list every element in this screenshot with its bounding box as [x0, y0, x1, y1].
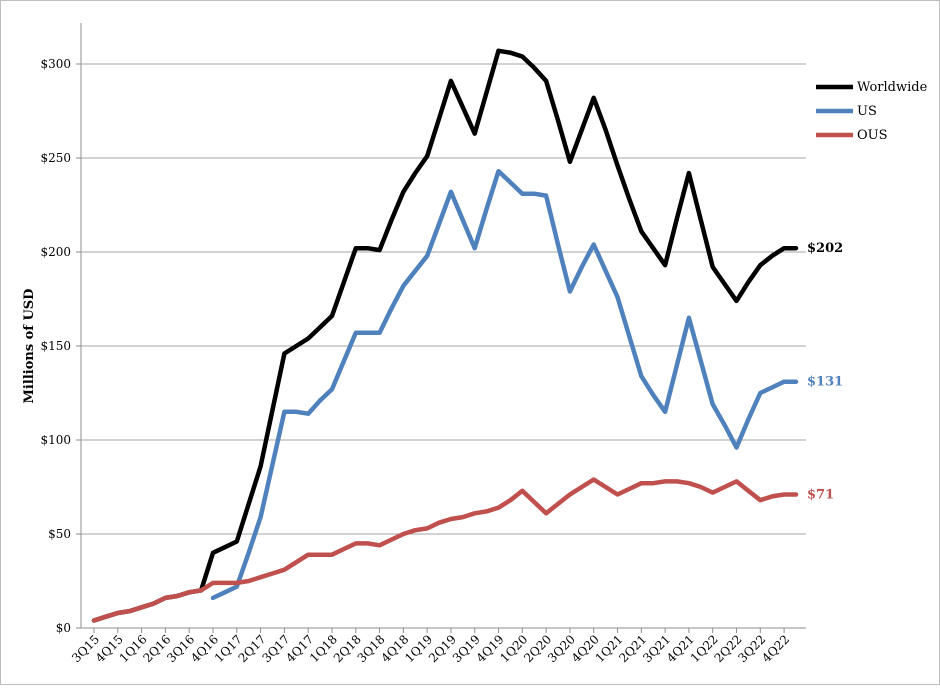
- y-tick-label: $100: [40, 433, 71, 447]
- y-tick-label: $50: [48, 527, 71, 541]
- series-line-us: [210, 168, 799, 601]
- y-tick-labels: $0 $50 $100 $150 $200 $250 $300: [40, 57, 71, 635]
- legend-label-worldwide: Worldwide: [857, 80, 928, 95]
- series-lines: [91, 48, 799, 623]
- legend-label-ous: OUS: [857, 128, 888, 143]
- x-tick-label: 4Q22: [759, 632, 792, 665]
- end-label-us: $131: [807, 375, 843, 390]
- gridlines: [76, 23, 806, 633]
- end-label-worldwide: $202: [807, 241, 843, 256]
- y-tick-label: $150: [40, 339, 71, 353]
- y-tick-label: $200: [40, 245, 71, 259]
- y-tick-label: $0: [56, 621, 71, 635]
- y-tick-label: $300: [40, 57, 71, 71]
- series-line-ous: [91, 477, 799, 623]
- end-labels: $202 $131 $71: [807, 241, 843, 502]
- y-axis-label: Millions of USD: [22, 289, 37, 404]
- end-label-ous: $71: [807, 488, 834, 503]
- legend-label-us: US: [857, 104, 877, 119]
- x-tick-labels: 3Q154Q151Q162Q163Q164Q161Q172Q173Q174Q17…: [69, 632, 792, 665]
- y-tick-label: $250: [40, 151, 71, 165]
- series-line-worldwide: [91, 48, 799, 623]
- legend: Worldwide US OUS: [816, 80, 928, 143]
